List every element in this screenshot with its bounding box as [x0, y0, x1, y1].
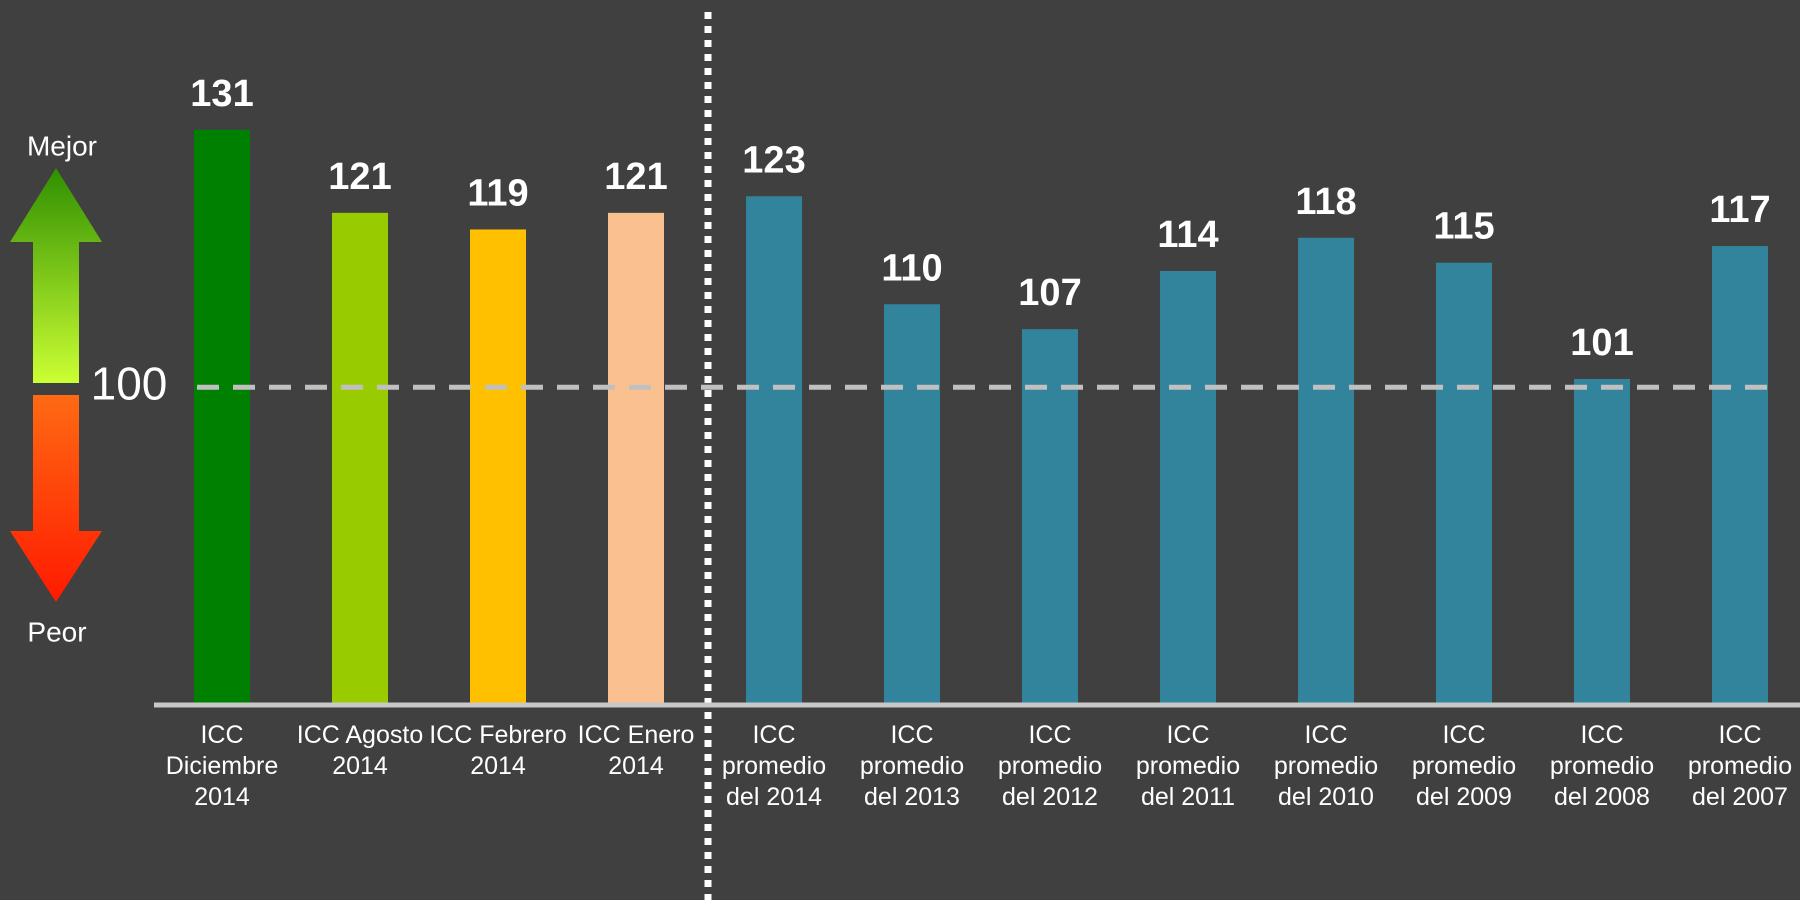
bar: [884, 304, 940, 703]
bar: [608, 212, 664, 703]
x-tick-label: ICC promedio del 2010: [1273, 721, 1379, 811]
x-tick-label: ICC Febrero 2014: [429, 721, 567, 780]
value-label: 131: [190, 73, 253, 115]
value-label: 119: [467, 172, 528, 214]
value-label: 121: [328, 156, 391, 198]
x-tick-label: ICC Diciembre 2014: [165, 721, 279, 811]
x-tick-label: ICC promedio del 2007: [1687, 721, 1793, 811]
x-tick-label: ICC promedio del 2009: [1411, 721, 1517, 811]
bar: [1712, 246, 1768, 704]
worse-arrow: [10, 395, 102, 602]
value-label: 114: [1157, 214, 1218, 256]
bar: [1436, 262, 1492, 703]
x-tick-label: ICC promedio del 2013: [859, 721, 965, 811]
value-label: 118: [1295, 181, 1356, 223]
value-label: 123: [742, 139, 805, 181]
x-tick-label: ICC promedio del 2014: [721, 721, 827, 811]
bar: [746, 196, 802, 703]
bar: [194, 129, 250, 703]
x-tick-label: ICC Enero 2014: [577, 721, 695, 780]
bar: [1298, 237, 1354, 703]
value-label: 101: [1570, 322, 1633, 364]
value-label: 115: [1433, 206, 1494, 248]
x-tick-label: ICC Agosto 2014: [296, 721, 424, 780]
bar: [332, 212, 388, 703]
value-label: 117: [1709, 189, 1770, 231]
value-label: 107: [1018, 272, 1081, 314]
value-label: 110: [881, 247, 942, 289]
bar: [1574, 379, 1630, 703]
bar: [1160, 271, 1216, 703]
x-tick-label: ICC promedio del 2012: [997, 721, 1103, 811]
x-tick-label: ICC promedio del 2011: [1135, 721, 1241, 811]
bar: [1022, 329, 1078, 703]
reference-label: 100: [91, 357, 168, 409]
better-label: Mejor: [27, 130, 97, 161]
value-label: 121: [604, 156, 667, 198]
better-arrow: [10, 168, 102, 383]
x-tick-label: ICC promedio del 2008: [1549, 721, 1655, 811]
bar: [470, 229, 526, 703]
worse-label: Peor: [27, 616, 86, 647]
